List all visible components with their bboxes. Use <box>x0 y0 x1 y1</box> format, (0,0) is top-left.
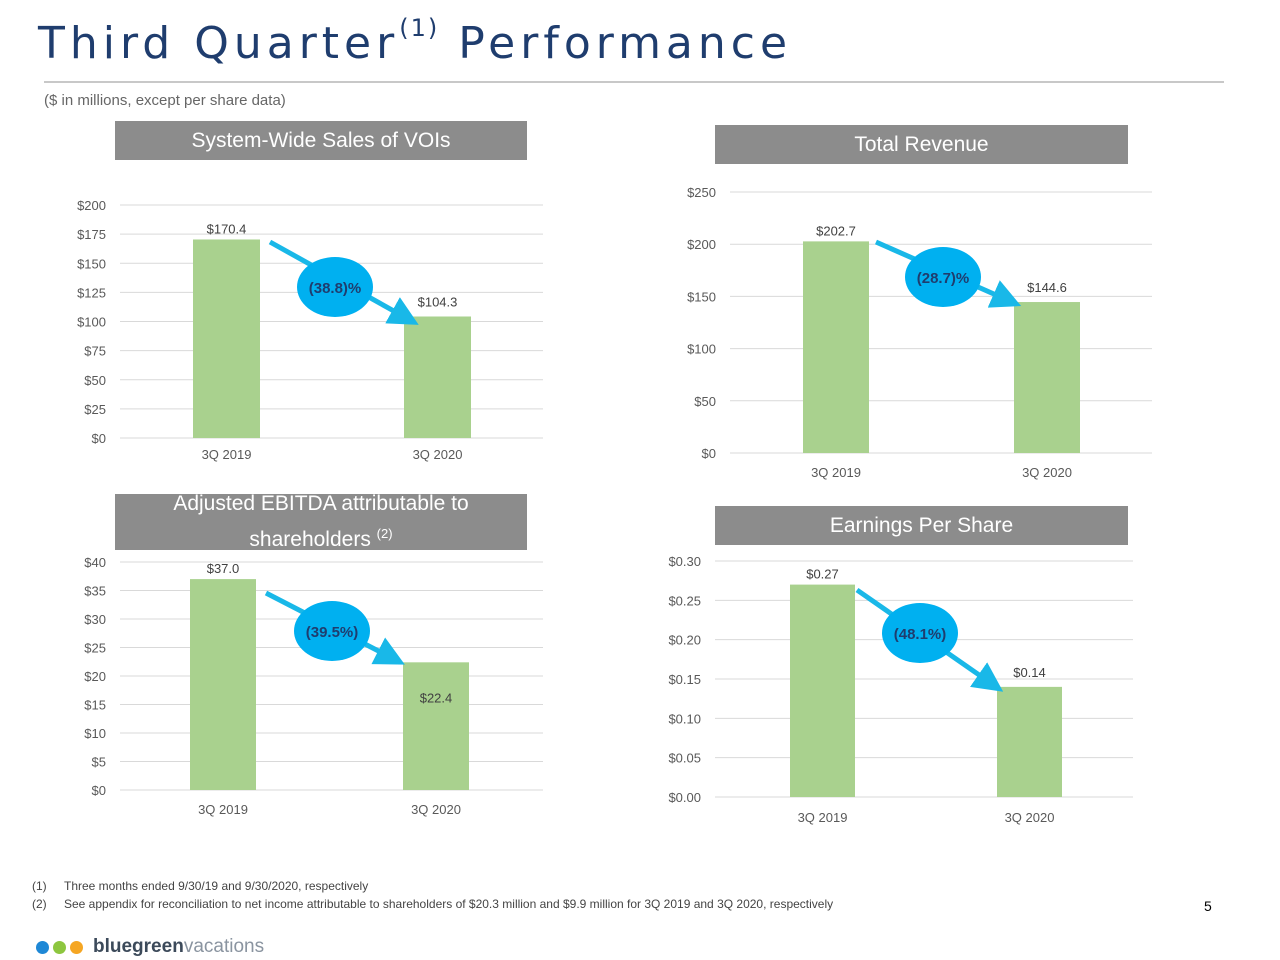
title-text: Third Quarter <box>38 18 400 69</box>
data-label: $170.4 <box>207 221 247 236</box>
footnote-number: (1) <box>32 879 47 893</box>
page-number: 5 <box>1204 898 1212 914</box>
bar-3q-2019 <box>193 239 260 438</box>
x-tick-label: 3Q 2020 <box>1022 465 1072 480</box>
bar-3q-2020 <box>997 686 1062 797</box>
y-tick-label: $15 <box>84 698 106 713</box>
units-note: ($ in millions, except per share data) <box>44 92 286 109</box>
x-tick-label: 3Q 2019 <box>811 465 861 480</box>
y-tick-label: $5 <box>92 755 106 770</box>
change-bubble <box>905 247 981 307</box>
y-tick-label: $125 <box>77 285 106 300</box>
bar-3q-2019 <box>803 241 869 453</box>
y-tick-label: $0.15 <box>668 672 701 687</box>
change-label: (28.7)% <box>917 270 970 287</box>
change-bubble <box>882 603 958 663</box>
x-tick-label: 3Q 2020 <box>1005 810 1055 825</box>
y-tick-label: $75 <box>84 344 106 359</box>
chart-title: Adjusted EBITDA attributable to sharehol… <box>155 489 487 555</box>
y-tick-label: $0.05 <box>668 751 701 766</box>
data-label: $37.0 <box>207 561 240 576</box>
y-tick-label: $10 <box>84 726 106 741</box>
y-tick-label: $175 <box>77 227 106 242</box>
y-tick-label: $200 <box>77 198 106 213</box>
change-label: (48.1%) <box>894 626 947 643</box>
chart-title: Earnings Per Share <box>829 513 1014 537</box>
chart-header-sales: System-Wide Sales of VOIs <box>115 121 527 160</box>
logo-bold: bluegreen <box>93 936 184 957</box>
y-tick-label: $50 <box>694 394 716 409</box>
title-divider <box>44 81 1224 83</box>
bar-3q-2019 <box>790 584 855 797</box>
y-tick-label: $0 <box>92 783 106 798</box>
x-tick-label: 3Q 2020 <box>411 802 461 817</box>
x-tick-label: 3Q 2019 <box>798 810 848 825</box>
y-tick-label: $150 <box>77 256 106 271</box>
bar-3q-2020 <box>404 316 471 438</box>
y-tick-label: $0.30 <box>668 554 701 569</box>
x-tick-label: 3Q 2020 <box>413 447 463 462</box>
footnote-text: See appendix for reconciliation to net i… <box>64 897 834 911</box>
chart-title-footnote-ref: (2) <box>376 526 393 541</box>
logo-wordmark: bluegreenvacations <box>93 936 264 958</box>
chart-title: System-Wide Sales of VOIs <box>191 128 451 152</box>
bar-3q-2020 <box>1014 302 1080 453</box>
footnotes: (1) Three months ended 9/30/19 and 9/30/2… <box>32 877 833 913</box>
y-tick-label: $30 <box>84 612 106 627</box>
footnote-2: (2) See appendix for reconciliation to ne… <box>32 895 833 913</box>
y-tick-label: $25 <box>84 402 106 417</box>
company-logo: bluegreenvacations <box>36 936 264 958</box>
data-label: $202.7 <box>816 223 856 238</box>
y-tick-label: $0 <box>702 446 716 461</box>
chart-header-revenue: Total Revenue <box>715 125 1128 164</box>
bar-3q-2019 <box>190 579 256 790</box>
title-footnote-ref: (1) <box>399 14 440 42</box>
y-tick-label: $0.10 <box>668 711 701 726</box>
bar-3q-2020 <box>403 662 469 790</box>
footnote-text: Three months ended 9/30/19 and 9/30/2020… <box>64 879 369 893</box>
logo-dot-blue <box>36 940 49 954</box>
y-tick-label: $100 <box>77 315 106 330</box>
data-label: $104.3 <box>418 294 458 309</box>
chart-title: Total Revenue <box>854 132 989 156</box>
footnote-number: (2) <box>32 897 47 911</box>
data-label: $144.6 <box>1027 280 1067 295</box>
change-label: (38.8)% <box>309 280 362 297</box>
data-label: $22.4 <box>420 690 453 705</box>
data-label: $0.27 <box>806 567 839 582</box>
change-label: (39.5%) <box>306 624 359 641</box>
logo-light: vacations <box>183 936 265 957</box>
change-bubble <box>297 257 373 317</box>
y-tick-label: $40 <box>84 555 106 570</box>
logo-dot-orange <box>70 940 83 954</box>
y-tick-label: $100 <box>687 342 716 357</box>
chart-title-text: Adjusted EBITDA attributable to sharehol… <box>173 492 469 551</box>
y-tick-label: $250 <box>687 185 716 200</box>
x-tick-label: 3Q 2019 <box>198 802 248 817</box>
y-tick-label: $25 <box>84 641 106 656</box>
y-tick-label: $0 <box>92 431 106 446</box>
y-tick-label: $200 <box>687 237 716 252</box>
y-tick-label: $35 <box>84 584 106 599</box>
y-tick-label: $0.00 <box>668 790 701 805</box>
chart-header-eps: Earnings Per Share <box>715 506 1128 545</box>
y-tick-label: $50 <box>84 373 106 388</box>
change-bubble <box>294 601 370 661</box>
logo-dot-green <box>53 940 66 954</box>
data-label: $0.14 <box>1013 665 1046 680</box>
y-tick-label: $20 <box>84 669 106 684</box>
footnote-1: (1) Three months ended 9/30/19 and 9/30/2… <box>32 877 833 895</box>
x-tick-label: 3Q 2019 <box>202 447 252 462</box>
page-title: Third Quarter(1) Performance <box>38 14 792 69</box>
title-text-end: Performance <box>458 18 793 69</box>
y-tick-label: $150 <box>687 289 716 304</box>
y-tick-label: $0.25 <box>668 593 701 608</box>
y-tick-label: $0.20 <box>668 633 701 648</box>
chart-header-ebitda: Adjusted EBITDA attributable to sharehol… <box>115 492 527 551</box>
